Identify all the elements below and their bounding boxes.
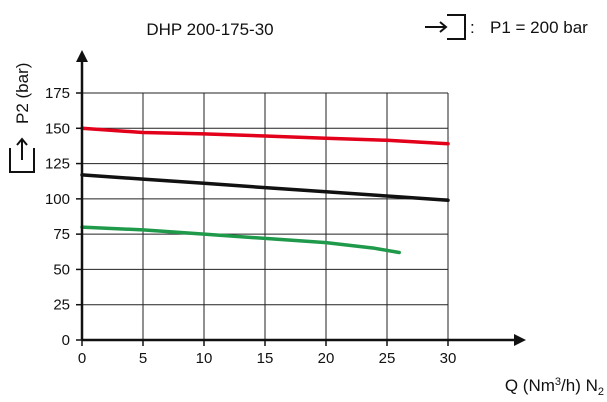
grid [82, 92, 449, 340]
y-tick-label: 100 [45, 191, 70, 208]
x-axis-arrow [514, 334, 526, 346]
x-tick-label: 30 [440, 350, 457, 367]
series-line-2 [80, 173, 450, 203]
x-tick-label: 25 [379, 350, 396, 367]
x-tick-label: 5 [139, 350, 147, 367]
x-tick-label: 10 [196, 350, 213, 367]
y-tick-label: 150 [45, 120, 70, 137]
outlet-arrow-icon [9, 137, 35, 173]
y-tick-label: 0 [62, 332, 70, 349]
x-tick-label: 20 [318, 350, 335, 367]
x-tick-label: 0 [78, 350, 86, 367]
y-axis-arrow [76, 50, 88, 62]
x-axis-label: Q (Nm3/h) N2 [505, 376, 604, 398]
series-line-3 [80, 225, 401, 255]
y-tick-label: 75 [53, 226, 70, 243]
y-tick-label: 50 [53, 261, 70, 278]
y-tick-label: 175 [45, 85, 70, 102]
x-tick-label: 15 [257, 350, 274, 367]
series-layer [80, 126, 450, 255]
inlet-condition: P1 = 200 bar [490, 18, 588, 37]
y-tick-label: 25 [53, 297, 70, 314]
chart-title: DHP 200-175-30 [146, 20, 273, 39]
axes [76, 50, 526, 346]
y-tick-label: 125 [45, 156, 70, 173]
y-axis-label: P2 (bar) [13, 63, 32, 124]
inlet-separator: : [470, 18, 475, 37]
tick-labels: 0 5 10 15 20 25 30 0 25 50 75 100 125 150 175 [45, 85, 456, 367]
inlet-arrow-icon [425, 14, 466, 40]
series-line-1 [80, 126, 450, 146]
